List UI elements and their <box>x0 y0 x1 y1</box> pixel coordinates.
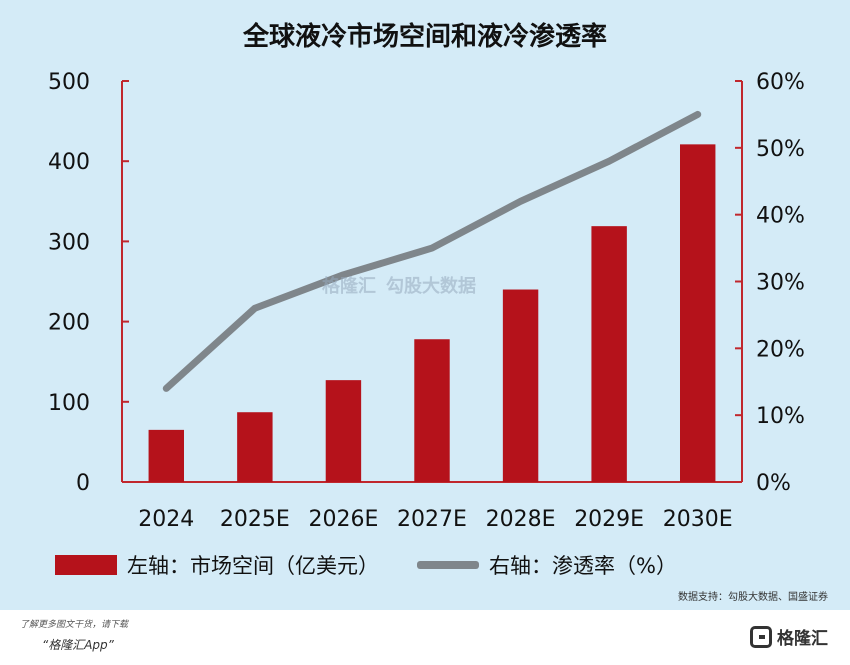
footer-app-name: “格隆汇App” <box>42 638 114 652</box>
chart-plot: 0 100 200 300 400 500 0% 10% 20% 30% 40% 50% 60% 2024… <box>48 70 805 532</box>
bar <box>502 289 539 482</box>
bar <box>325 380 362 482</box>
footer-logo-text: 格隆汇 <box>777 629 828 649</box>
x-axis-tick-label: 2030E <box>663 507 733 532</box>
left-axis-tick-label: 0 <box>76 471 90 496</box>
watermark-data: 勾股大数据 <box>386 276 476 297</box>
x-axis-tick-label: 2025E <box>220 507 290 532</box>
chart-legend: 左轴：市场空间（亿美元） 右轴：渗透率（%） <box>55 550 677 580</box>
bar <box>680 144 716 482</box>
legend-line-label: 右轴：渗透率（%） <box>489 554 677 578</box>
right-axis-tick-label: 20% <box>756 337 805 362</box>
penetration-line <box>162 110 702 392</box>
watermark-brand: 格隆汇 <box>322 276 376 297</box>
left-axis-tick-label: 200 <box>48 311 90 336</box>
bar <box>237 412 273 482</box>
chart-panel: 0 100 200 300 400 500 0% 10% 20% 30% 40% 50% 60% 2024… <box>0 0 850 610</box>
x-axis-tick-label: 2029E <box>574 507 644 532</box>
left-axis-tick-label: 500 <box>48 70 90 95</box>
right-axis-tick-label: 10% <box>756 404 805 429</box>
footer-logo: 格隆汇 <box>750 624 828 649</box>
x-axis-tick-label: 2028E <box>486 507 556 532</box>
left-axis-tick-label: 300 <box>48 230 90 255</box>
legend-bar-label: 左轴：市场空间（亿美元） <box>127 554 379 578</box>
x-axis-tick-label: 2027E <box>397 507 467 532</box>
right-axis-tick-label: 60% <box>756 70 805 95</box>
bar <box>148 429 184 482</box>
x-axis-tick-label: 2024 <box>138 507 194 532</box>
right-axis-tick-label: 0% <box>756 471 791 496</box>
right-axis-tick-label: 50% <box>756 137 805 162</box>
chart-title: 全球液冷市场空间和液冷渗透率 <box>242 22 607 52</box>
bar <box>414 339 450 482</box>
source-note: 数据支持：勾股大数据、国盛证券 <box>678 592 828 603</box>
legend-line-swatch <box>417 561 479 569</box>
left-axis-tick-label: 400 <box>48 150 90 175</box>
watermark: 格隆汇 勾股大数据 <box>322 272 476 298</box>
legend-bar-swatch <box>55 555 117 575</box>
footer-note: 了解更多图文干货，请下载 <box>20 620 129 630</box>
left-axis-tick-label: 100 <box>48 391 90 416</box>
right-axis-tick-label: 30% <box>756 271 805 296</box>
right-axis-tick-label: 40% <box>756 204 805 229</box>
x-axis-tick-label: 2026E <box>308 507 378 532</box>
logo-icon <box>750 625 772 648</box>
bar <box>591 226 627 482</box>
